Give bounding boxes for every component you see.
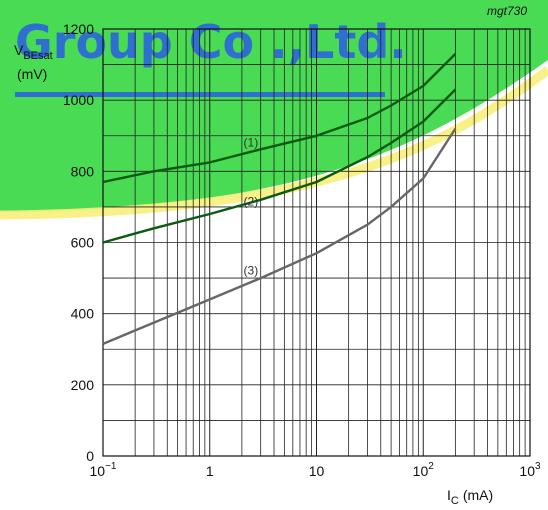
x-tick-label: 103 [519,461,541,479]
watermark-text: Group Co .,Ltd. [15,15,407,69]
figure-id: mgt730 [487,4,527,18]
curve-label-2: (2) [244,194,259,208]
watermark-underline [15,92,385,97]
x-axis-label: IC (mA) [447,487,493,507]
x-tick-label: 102 [413,461,435,479]
curve-labels: (1) (2) (3) [244,136,259,278]
x-tick-label: 1 [206,463,214,479]
y-tick-label: 200 [71,377,95,393]
y-axis-label-sub: BEsat [23,50,52,62]
grid [102,28,531,457]
y-tick-label: 1200 [63,21,94,37]
y-tick-label: 800 [71,163,95,179]
y-tick-label: 1000 [63,92,94,108]
x-axis-label-unit: (mA) [463,487,493,503]
x-tick-label: 10 [309,463,325,479]
curve-label-1: (1) [244,136,259,150]
y-axis-label-main: V [14,42,24,58]
y-axis-label: VBEsat [14,42,53,62]
x-axis-label-main: I [447,487,451,503]
curve-label-3: (3) [244,264,259,278]
y-axis-unit: (mV) [17,66,47,82]
watermark-yellow-stripe [0,66,548,220]
axis-ticks: 0 200 400 600 800 1000 1200 10−1 1 10 102 103 [63,21,541,479]
y-tick-label: 400 [71,306,95,322]
series-line-2 [102,88,457,244]
y-tick-label: 0 [86,448,94,464]
series-lines [102,53,457,346]
series-line-3 [102,127,457,346]
y-tick-label: 600 [71,235,95,251]
x-axis-label-sub: C [451,495,459,507]
x-tick-label: 10−1 [90,461,117,479]
series-line-1 [102,53,457,184]
